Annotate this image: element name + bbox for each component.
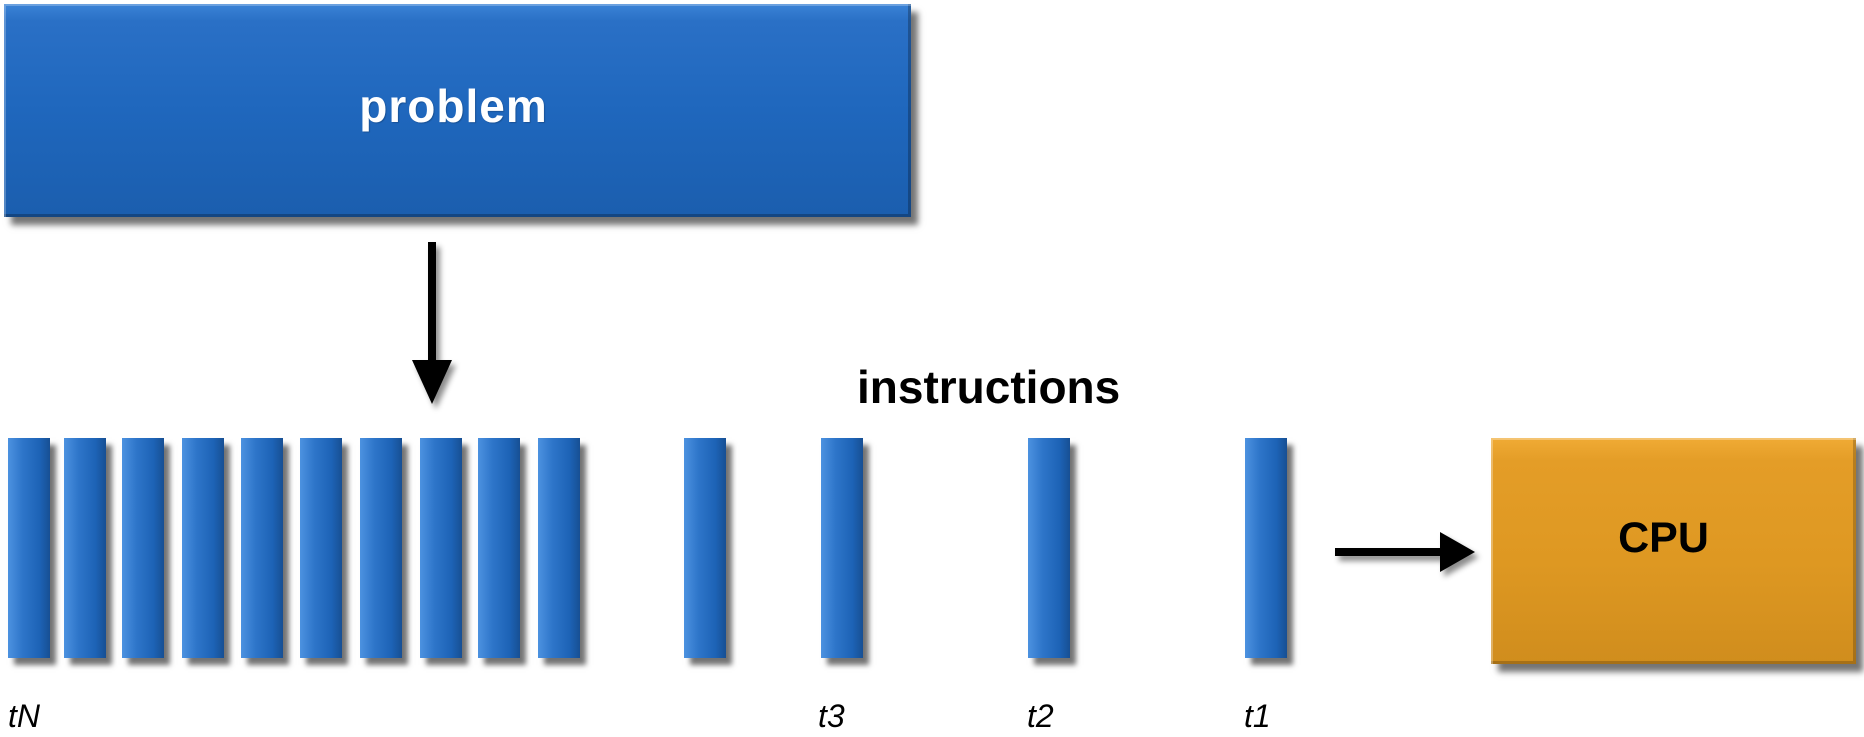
cpu-label: CPU [1618, 513, 1709, 562]
time-label-t1: t1 [1244, 698, 1271, 734]
instruction-bar [478, 438, 520, 658]
instruction-bar [241, 438, 283, 658]
instruction-bar [684, 438, 726, 658]
instruction-bar [1245, 438, 1287, 658]
problem-box: problem [4, 4, 911, 217]
instruction-bar [300, 438, 342, 658]
instructions-label: instructions [857, 361, 1121, 413]
time-label-tN: tN [8, 698, 40, 734]
cpu-box: CPU [1491, 438, 1856, 664]
instruction-bar [122, 438, 164, 658]
instruction-bar [1028, 438, 1070, 658]
time-label-t3: t3 [818, 698, 845, 734]
down-arrow-icon [412, 242, 452, 404]
instruction-bar [538, 438, 580, 658]
instruction-bar [182, 438, 224, 658]
instruction-bar [360, 438, 402, 658]
time-label-t2: t2 [1027, 698, 1054, 734]
instruction-bar [8, 438, 50, 658]
right-arrow-icon [1335, 532, 1475, 572]
instruction-bar [821, 438, 863, 658]
problem-label: problem [359, 79, 548, 132]
instruction-bar [64, 438, 106, 658]
instruction-bar [420, 438, 462, 658]
